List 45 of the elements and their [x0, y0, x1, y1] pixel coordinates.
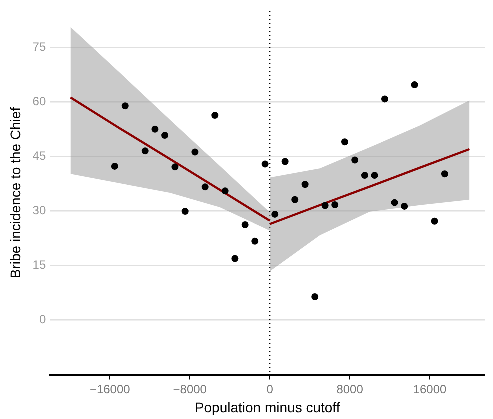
point — [441, 170, 448, 178]
point — [272, 210, 279, 218]
point — [142, 148, 149, 155]
point — [262, 160, 269, 168]
point — [302, 181, 309, 188]
point — [192, 148, 199, 156]
point — [352, 156, 359, 164]
point — [292, 196, 299, 204]
point — [431, 218, 438, 225]
point — [361, 172, 368, 180]
point — [411, 82, 418, 89]
point — [312, 293, 319, 300]
point — [122, 102, 129, 110]
y-tick-label: 30 — [32, 203, 46, 218]
point — [342, 138, 348, 146]
x-tick-label: −16000 — [90, 382, 131, 396]
point — [242, 221, 249, 228]
y-tick-label: 75 — [32, 40, 46, 54]
x-tick-label: 0 — [266, 382, 274, 396]
point — [232, 255, 239, 262]
point — [371, 172, 378, 180]
y-tick-label: 0 — [39, 312, 46, 327]
point — [162, 132, 169, 140]
point — [282, 158, 289, 166]
y-tick-label: 15 — [32, 258, 46, 272]
point — [222, 188, 229, 195]
y-axis-title: Bribe incidence to the Chief — [7, 107, 24, 279]
x-axis-title: Population minus cutoff — [194, 399, 340, 416]
x-tick-label: 8000 — [336, 382, 364, 396]
y-tick-label: 60 — [32, 94, 46, 108]
y-tick-label: 45 — [32, 148, 46, 163]
point — [152, 126, 159, 133]
point — [111, 162, 118, 170]
point — [381, 96, 388, 103]
point — [332, 202, 339, 208]
point — [202, 184, 209, 191]
point — [212, 112, 219, 120]
point — [391, 199, 398, 206]
x-tick-label: 16000 — [413, 382, 448, 396]
point — [401, 202, 408, 210]
x-tick-label: −8000 — [173, 382, 208, 396]
point — [322, 202, 329, 210]
point — [182, 208, 189, 216]
point — [172, 164, 179, 171]
point — [252, 238, 259, 245]
